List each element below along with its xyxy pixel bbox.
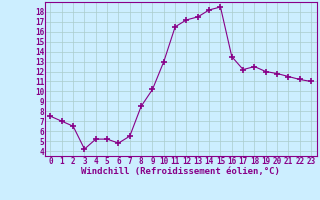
X-axis label: Windchill (Refroidissement éolien,°C): Windchill (Refroidissement éolien,°C) — [81, 167, 280, 176]
